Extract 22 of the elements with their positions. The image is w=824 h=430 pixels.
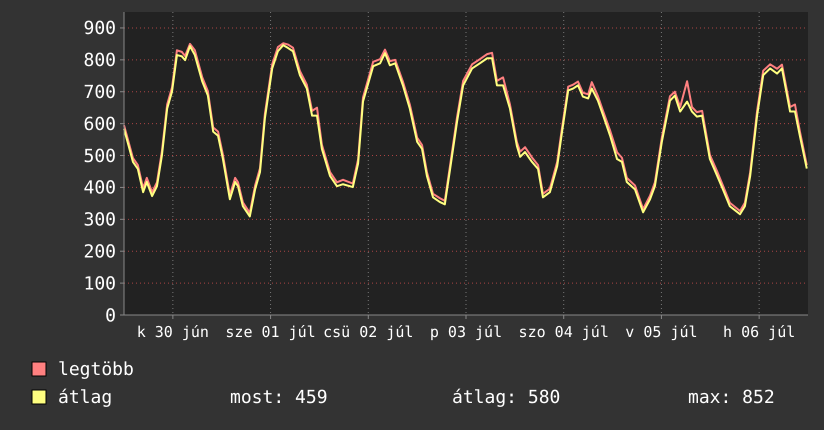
y-tick-label: 200 — [83, 242, 116, 263]
y-tick-label: 300 — [83, 210, 116, 231]
y-tick-label: 400 — [83, 178, 116, 199]
text: átlag: 580 — [452, 387, 560, 408]
x-tick-label: szo 04 júl — [518, 323, 609, 341]
y-tick-label: 100 — [83, 273, 116, 294]
y-tick-label: 500 — [83, 146, 116, 167]
y-tick-label: 800 — [83, 50, 116, 72]
x-tick-label: p 03 júl — [430, 323, 502, 341]
x-tick-label: sze 01 júl — [225, 323, 316, 341]
y-tick-label: 600 — [83, 114, 116, 135]
y-tick-label: 0 — [105, 305, 116, 326]
x-tick-label: h 06 júl — [723, 323, 796, 341]
x-tick-label: k 30 jún — [136, 323, 209, 341]
text: most: 459 — [230, 387, 328, 408]
y-tick-label: 700 — [83, 82, 116, 104]
y-tick-label: 900 — [83, 18, 116, 40]
x-tick-label: csü 02 júl — [323, 323, 414, 341]
x-tick-label: v 05 júl — [625, 323, 698, 341]
text: max: 852 — [688, 387, 775, 408]
legend-label: átlag — [58, 387, 112, 408]
legend-label: legtöbb — [58, 359, 134, 380]
